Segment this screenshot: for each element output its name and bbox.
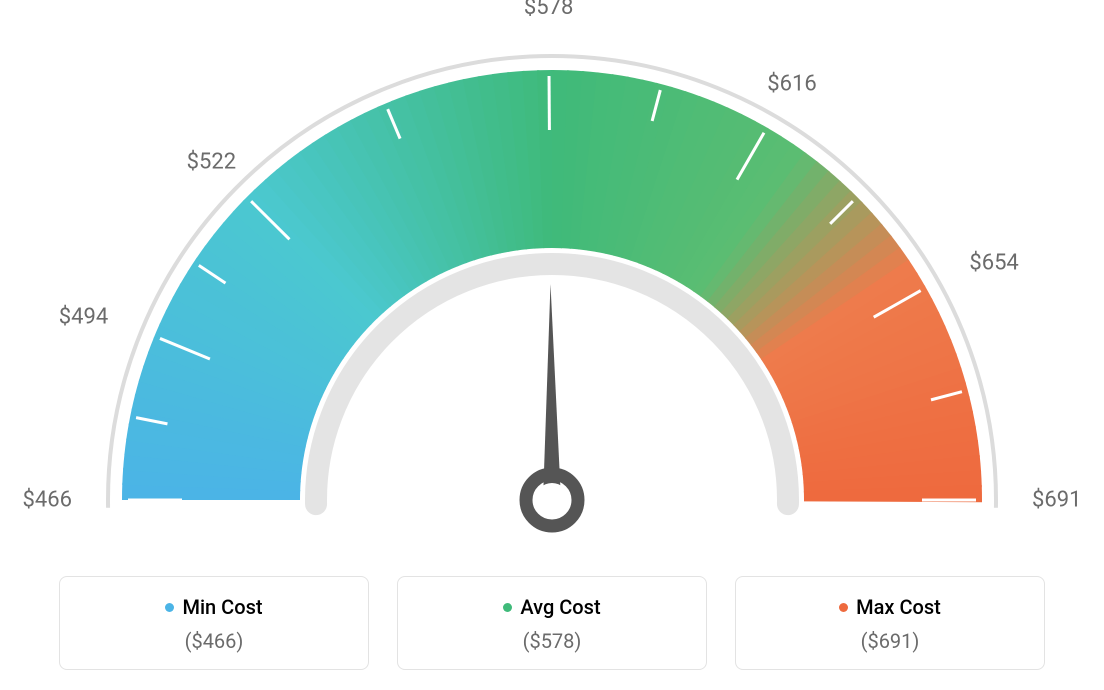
tick-label: $578 [524, 0, 573, 20]
legend-title-min: Min Cost [165, 595, 262, 619]
tick-label: $691 [1032, 488, 1081, 513]
legend-label: Avg Cost [520, 595, 600, 619]
legend-value-avg: ($578) [408, 629, 696, 653]
tick-label: $522 [187, 149, 236, 174]
gauge-svg [0, 0, 1104, 560]
legend-card-min: Min Cost ($466) [59, 576, 369, 670]
legend-label: Max Cost [856, 595, 941, 619]
needle-hub-inner [535, 483, 569, 517]
legend-card-max: Max Cost ($691) [735, 576, 1045, 670]
tick-label: $494 [59, 305, 108, 330]
tick-label: $654 [969, 250, 1018, 275]
legend-title-avg: Avg Cost [503, 595, 600, 619]
legend-card-avg: Avg Cost ($578) [397, 576, 707, 670]
legend-value-max: ($691) [746, 629, 1034, 653]
tick-label: $616 [767, 72, 816, 97]
tick-label: $466 [23, 488, 72, 513]
legend-title-max: Max Cost [839, 595, 941, 619]
legend-row: Min Cost ($466) Avg Cost ($578) Max Cost… [0, 576, 1104, 670]
legend-label: Min Cost [182, 595, 262, 619]
legend-value-min: ($466) [70, 629, 358, 653]
dot-icon [839, 603, 848, 612]
dot-icon [165, 603, 174, 612]
dot-icon [503, 603, 512, 612]
gauge-chart: $466 $494 $522 $578 $616 $654 $691 [0, 0, 1104, 560]
